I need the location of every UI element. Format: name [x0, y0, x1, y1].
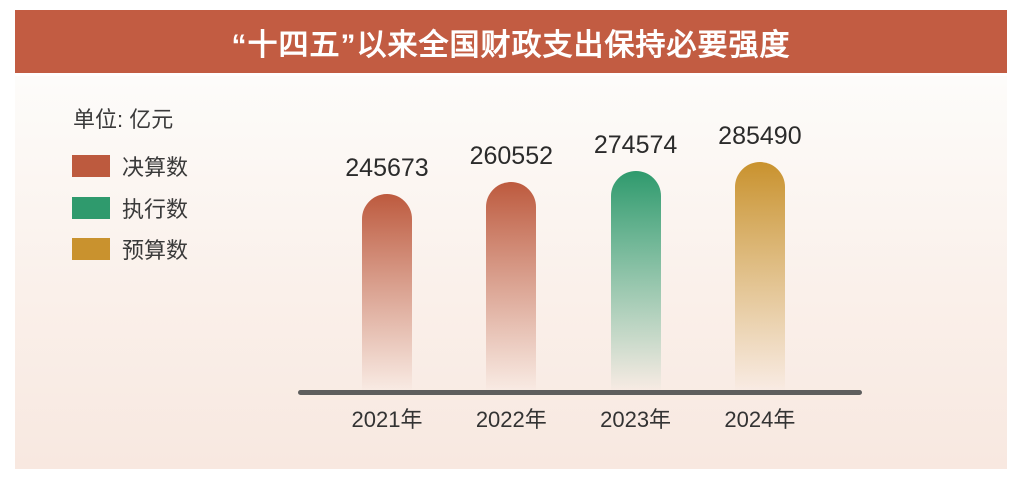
unit-label: 单位: 亿元 — [73, 107, 174, 132]
legend-swatch-final-account — [72, 155, 110, 177]
legend-item-budget: 预算数 — [72, 237, 188, 263]
legend-item-final-account: 决算数 — [72, 154, 188, 180]
legend-item-execution: 执行数 — [72, 196, 188, 222]
chart-title-banner: “十四五”以来全国财政支出保持必要强度 — [15, 10, 1007, 73]
legend-label-execution: 执行数 — [122, 197, 189, 222]
x-tick-2024年: 2024年 — [724, 407, 796, 432]
x-axis-line — [298, 390, 862, 395]
legend-label-final-account: 决算数 — [122, 155, 189, 180]
legend-swatch-execution — [72, 197, 110, 219]
x-tick-2023年: 2023年 — [600, 407, 672, 432]
x-tick-2022年: 2022年 — [475, 407, 547, 432]
value-label-2024年: 285490 — [718, 122, 802, 150]
bar-2022年 — [486, 182, 537, 392]
bar-2021年 — [362, 194, 412, 392]
chart-title: “十四五”以来全国财政支出保持必要强度 — [231, 28, 791, 62]
legend-label-budget: 预算数 — [122, 238, 189, 263]
x-tick-2021年: 2021年 — [351, 407, 423, 432]
value-label-2023年: 274574 — [593, 131, 678, 159]
bar-2023年 — [610, 171, 661, 392]
value-label-2022年: 260552 — [469, 142, 554, 170]
value-label-2021年: 245673 — [345, 154, 429, 182]
legend-swatch-budget — [72, 238, 110, 260]
chart-panel: 单位: 亿元 决算数 执行数 预算数 245673 2021年 260552 2022… — [15, 76, 1007, 469]
bar-2024年 — [734, 162, 785, 392]
